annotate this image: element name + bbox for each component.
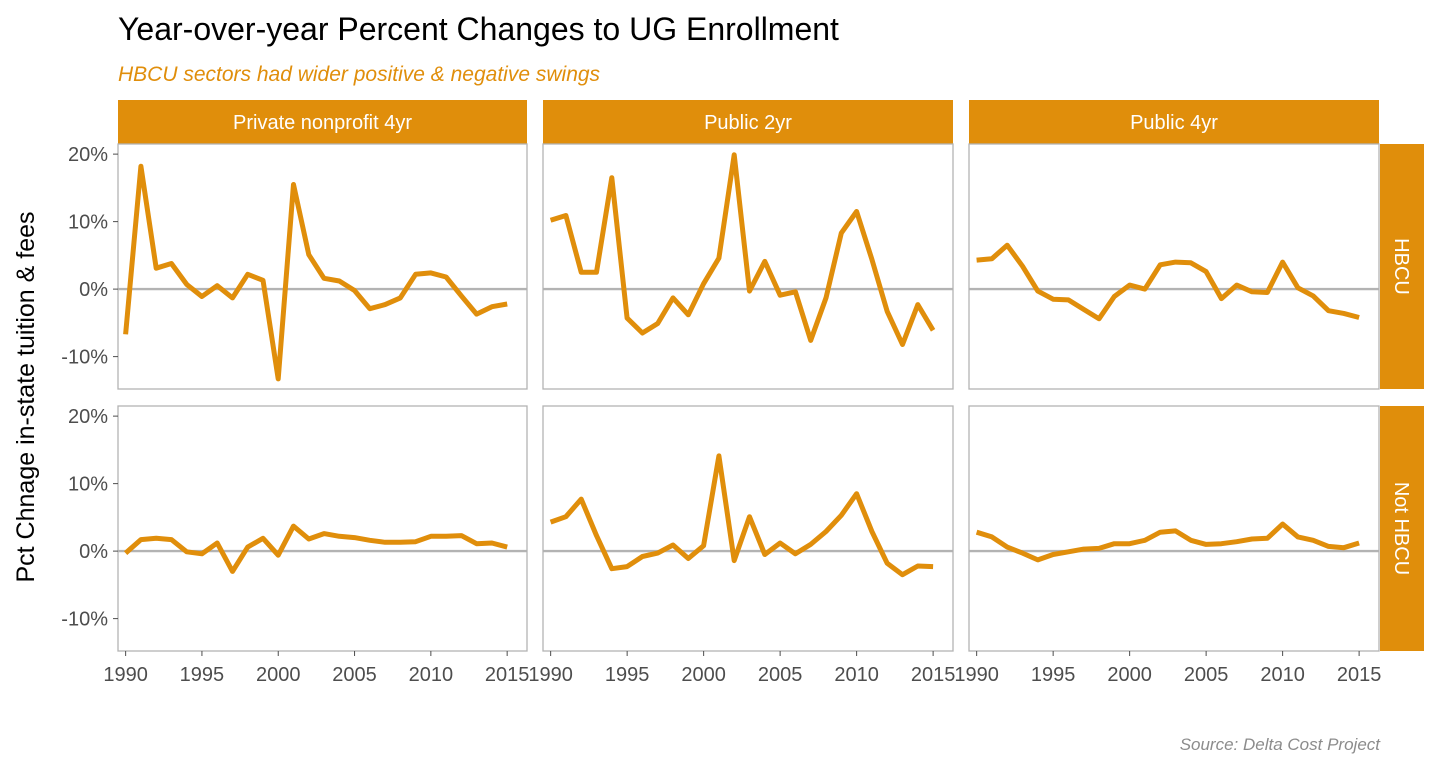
facet-strip-1 <box>543 100 953 144</box>
series-line <box>975 521 1360 563</box>
x-tick-label: 1990 <box>103 664 148 686</box>
y-tick-label: -10% <box>61 347 108 369</box>
y-tick-label: 20% <box>68 144 108 166</box>
y-tick-label: 0% <box>79 541 108 563</box>
x-tick-label: 2015 <box>1337 664 1382 686</box>
x-tick-label: 2010 <box>834 664 879 686</box>
x-tick-label: 1995 <box>605 664 650 686</box>
row-strip-label: HBCU <box>1390 238 1412 295</box>
panel-0-1 <box>542 143 954 390</box>
panel-1-1 <box>542 405 954 652</box>
row-strip-0 <box>1380 144 1424 389</box>
y-tick-label: 10% <box>68 474 108 496</box>
x-tick-label: 2015 <box>485 664 530 686</box>
facet-strip-label: Public 4yr <box>1130 112 1218 134</box>
x-tick-label: 1990 <box>954 664 999 686</box>
chart-title: Year-over-year Percent Changes to UG Enr… <box>118 11 839 47</box>
x-tick-label: 1995 <box>180 664 225 686</box>
x-tick-label: 2010 <box>409 664 454 686</box>
x-tick-label: 2005 <box>332 664 377 686</box>
panel-border <box>117 405 528 652</box>
row-strip-label: Not HBCU <box>1390 482 1412 575</box>
x-tick-label: 2015 <box>911 664 956 686</box>
y-tick-label: 10% <box>68 212 108 234</box>
facet-grid: Private nonprofit 4yr Public 2yr Public 4y… <box>61 100 1424 686</box>
x-tick-label: 2000 <box>256 664 301 686</box>
facet-strip-0 <box>118 100 527 144</box>
x-tick-label: 1990 <box>528 664 573 686</box>
x-tick-label: 2010 <box>1260 664 1305 686</box>
panel-1-2 <box>968 405 1380 652</box>
y-axis-label: Pct Chnage in-state tuition & fees <box>12 211 40 582</box>
panel-border <box>542 405 954 652</box>
x-tick-label: 2005 <box>1184 664 1229 686</box>
x-tick-label: 2000 <box>681 664 726 686</box>
chart-subtitle: HBCU sectors had wider positive & negati… <box>118 63 601 86</box>
panel-0-0 <box>117 143 528 390</box>
facet-strip-label: Public 2yr <box>704 112 792 134</box>
series-line <box>549 453 934 578</box>
y-tick-label: -10% <box>61 609 108 631</box>
panel-border <box>968 405 1380 652</box>
y-tick-label: 0% <box>79 279 108 301</box>
panel-1-0 <box>117 405 528 652</box>
y-tick-label: 20% <box>68 406 108 428</box>
x-tick-label: 1995 <box>1031 664 1076 686</box>
facet-strip-label: Private nonprofit 4yr <box>233 112 412 134</box>
series-line <box>123 523 508 574</box>
panel-border <box>117 143 528 390</box>
chart-caption: Source: Delta Cost Project <box>1180 735 1382 754</box>
panel-border <box>968 143 1380 390</box>
panel-0-2 <box>968 143 1380 390</box>
x-tick-label: 2000 <box>1107 664 1152 686</box>
series-line <box>976 242 1360 322</box>
series-line <box>549 152 936 347</box>
row-strip-1 <box>1380 406 1424 651</box>
panel-border <box>542 143 954 390</box>
facet-strip-2 <box>969 100 1379 144</box>
series-line <box>123 163 508 382</box>
x-tick-label: 2005 <box>758 664 803 686</box>
